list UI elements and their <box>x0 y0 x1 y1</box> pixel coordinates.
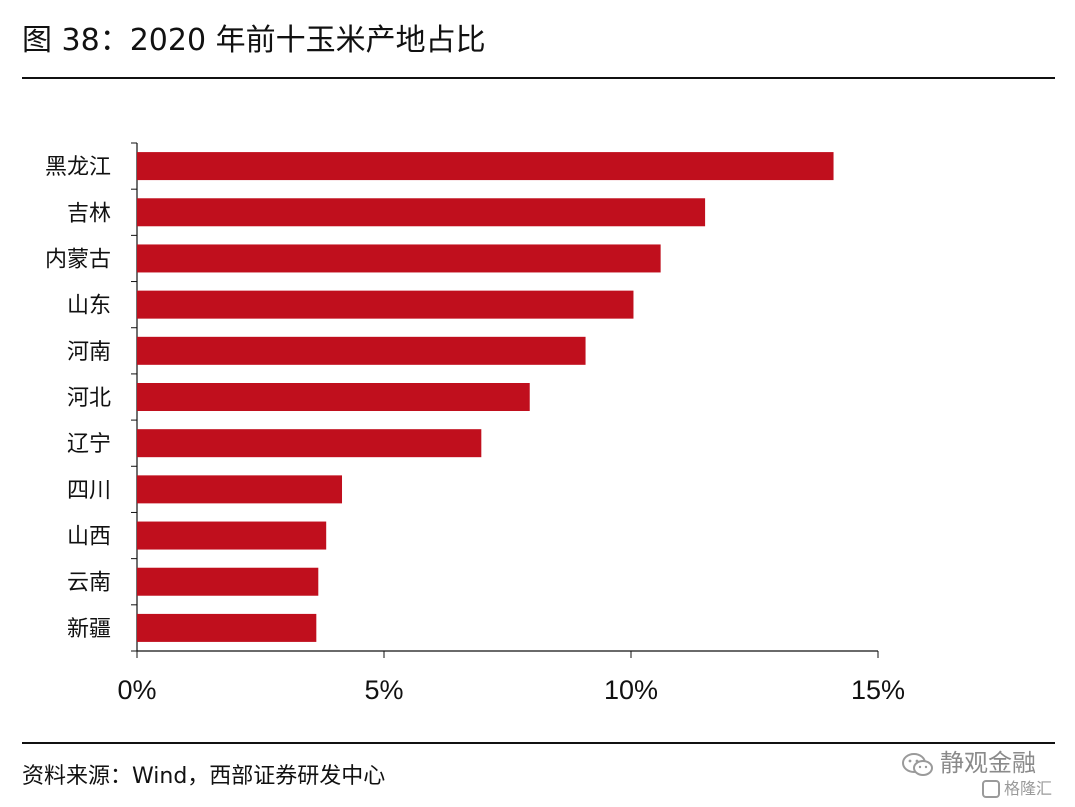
gelonghui-logo-icon <box>982 780 1000 798</box>
category-label: 云南 <box>67 571 111 596</box>
x-tick-label: 0% <box>117 675 156 705</box>
category-label: 河南 <box>67 340 111 365</box>
bar-layer <box>137 152 834 642</box>
category-label: 河北 <box>67 386 111 411</box>
bar <box>137 290 634 319</box>
bar <box>137 336 586 365</box>
category-label: 辽宁 <box>67 432 111 457</box>
bar <box>137 521 327 550</box>
x-tick-label: 15% <box>851 675 905 705</box>
category-label: 山东 <box>67 294 111 319</box>
watermark-name: 静观金融 <box>940 749 1036 777</box>
bar <box>137 567 319 596</box>
category-label: 黑龙江 <box>45 155 111 180</box>
bar <box>137 244 661 273</box>
wechat-icon <box>902 753 933 776</box>
category-label: 山西 <box>67 525 111 550</box>
x-tick-label: 5% <box>364 675 403 705</box>
category-label: 内蒙古 <box>45 247 111 272</box>
bar <box>137 475 343 504</box>
category-label: 四川 <box>67 478 111 503</box>
category-label: 吉林 <box>67 201 111 226</box>
bar <box>137 198 706 227</box>
bar <box>137 429 482 458</box>
source-note: 资料来源：Wind，西部证券研发中心 <box>22 764 386 789</box>
watermark: 静观金融 格隆汇 <box>890 740 1060 802</box>
category-label: 新疆 <box>67 617 111 642</box>
bar <box>137 613 317 642</box>
bar <box>137 152 834 181</box>
x-tick-label: 10% <box>604 675 658 705</box>
figure-title: 图 38：2020 年前十玉米产地占比 <box>22 23 486 58</box>
bar <box>137 383 530 411</box>
title-rule <box>22 77 1055 79</box>
watermark-sub: 格隆汇 <box>1004 779 1053 798</box>
source-rule <box>22 742 1055 744</box>
